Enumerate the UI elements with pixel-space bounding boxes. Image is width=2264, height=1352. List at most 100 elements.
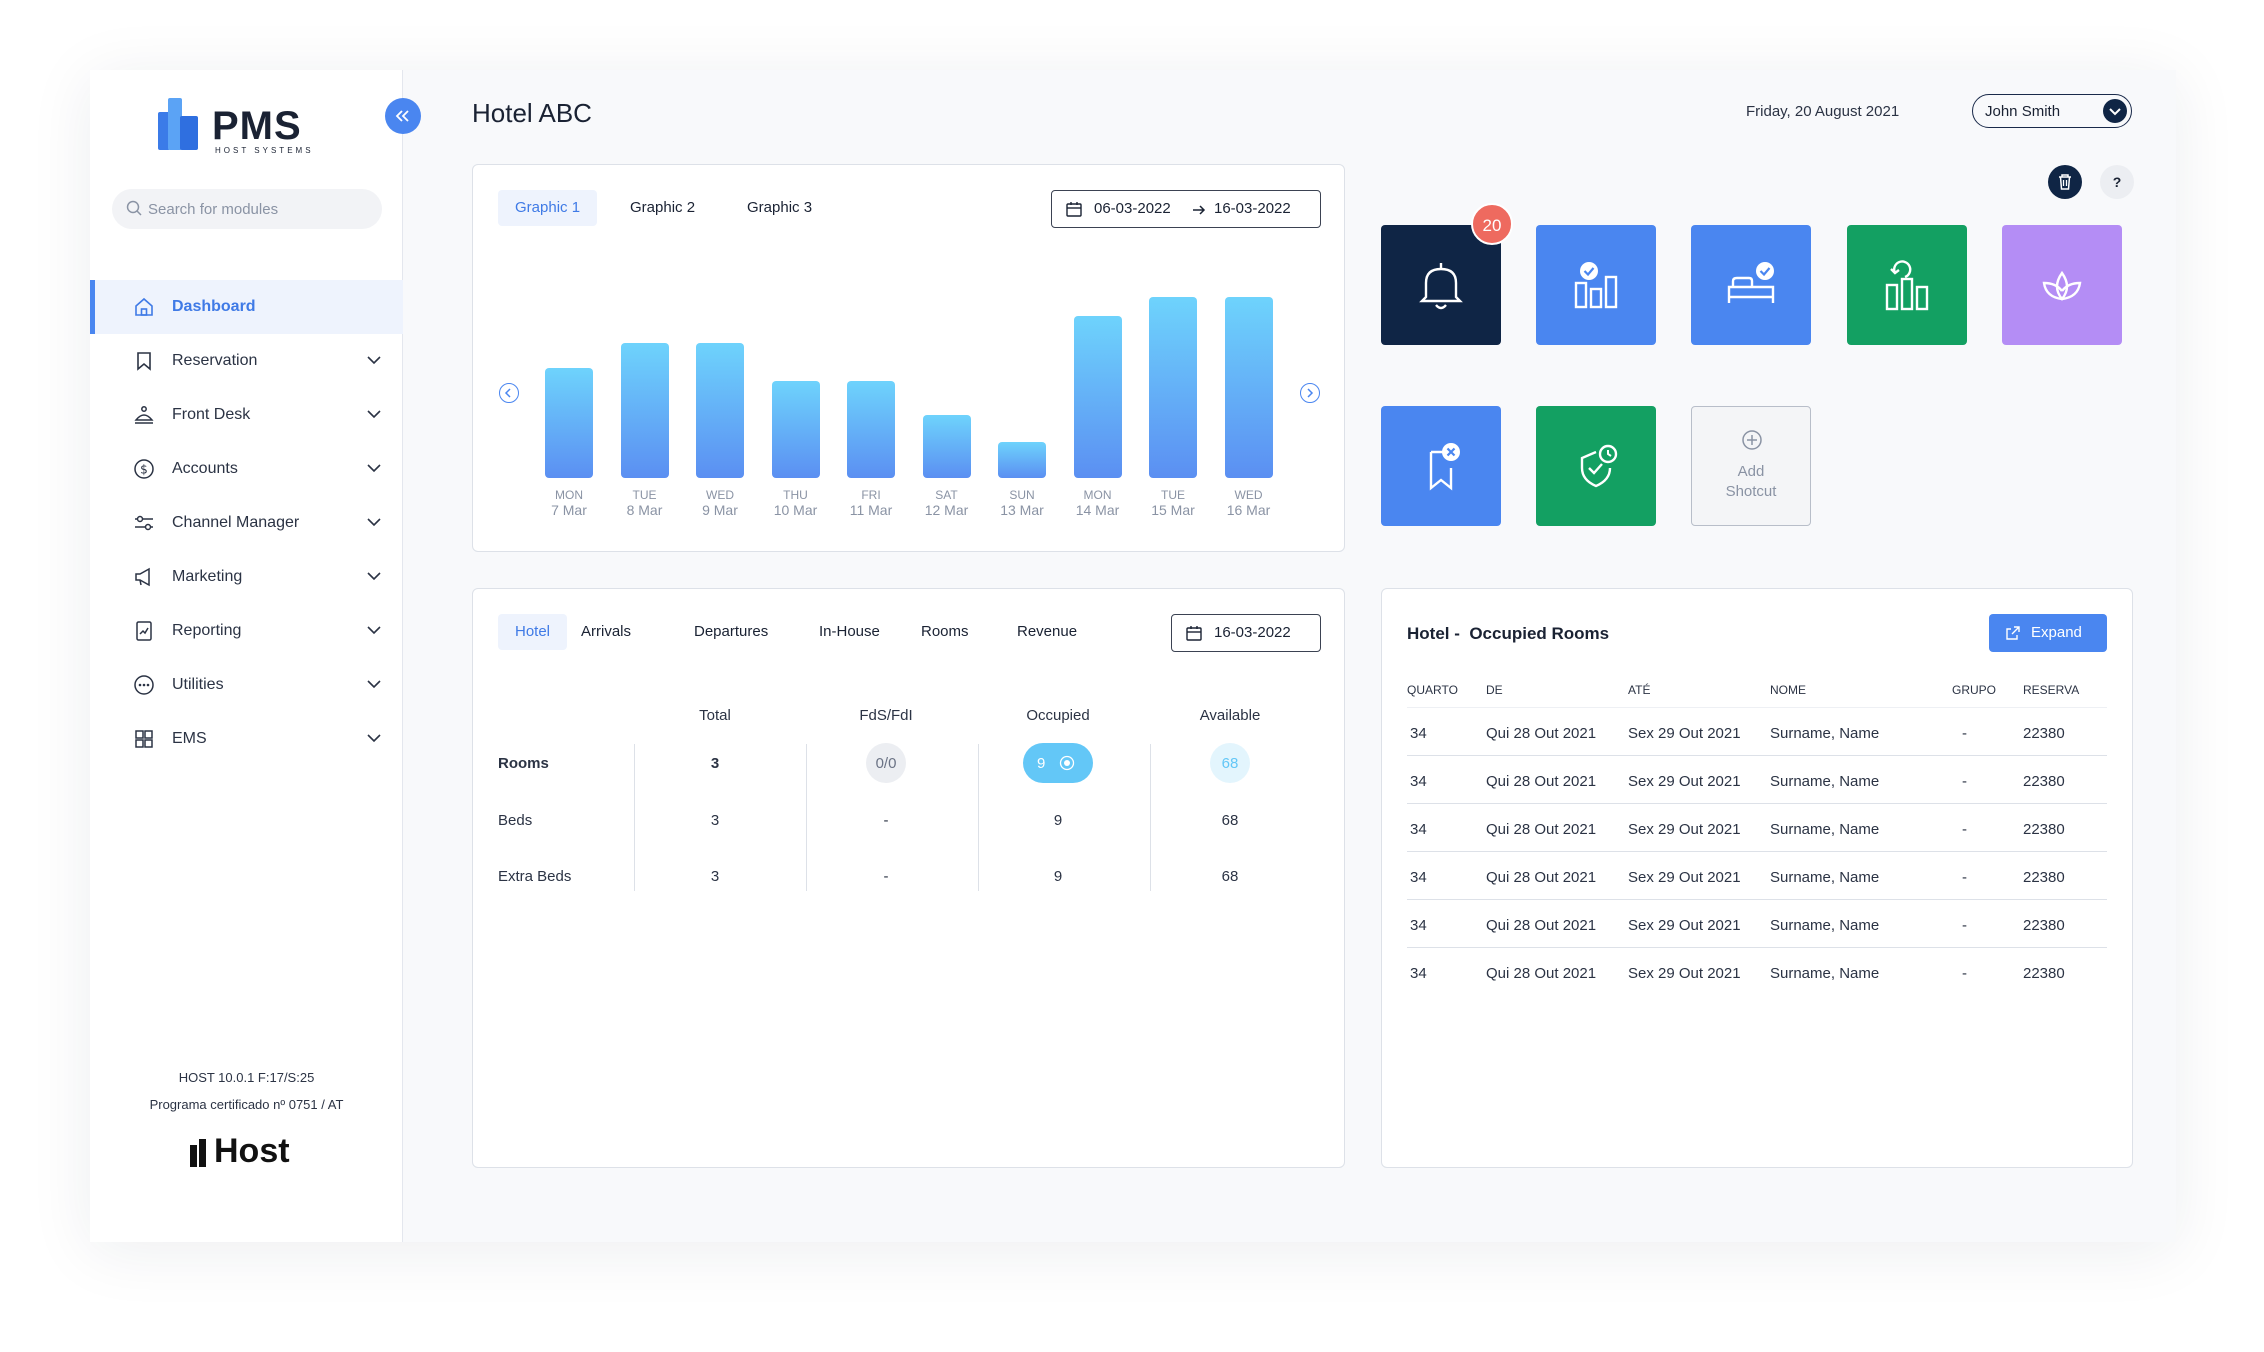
chart-bar[interactable] bbox=[1073, 316, 1122, 478]
table-cell: 22380 bbox=[2023, 869, 2065, 886]
chart-bar[interactable] bbox=[620, 343, 669, 478]
shortcut-statistics[interactable] bbox=[1847, 225, 1967, 345]
collapse-sidebar-button[interactable] bbox=[385, 98, 421, 134]
home-icon bbox=[132, 295, 156, 319]
search-input[interactable]: Search for modules bbox=[112, 189, 382, 229]
chevron-down-icon[interactable] bbox=[365, 459, 383, 477]
table-cell: - bbox=[1962, 773, 1967, 790]
chevron-down-icon[interactable] bbox=[365, 621, 383, 639]
chart-check-icon bbox=[1574, 262, 1618, 309]
chevron-left-icon bbox=[504, 388, 511, 398]
chevron-down-icon[interactable] bbox=[365, 513, 383, 531]
add-shortcut-button[interactable]: Add Shotcut bbox=[1691, 406, 1811, 526]
delete-shortcut-button[interactable] bbox=[2048, 165, 2082, 199]
rooms-occupied-pill[interactable]: 9 bbox=[1023, 743, 1093, 783]
shortcut-room-check[interactable] bbox=[1691, 225, 1811, 345]
beds-available: 68 bbox=[1221, 812, 1239, 829]
chevron-down-icon[interactable] bbox=[365, 405, 383, 423]
x-tick-date: 15 Mar bbox=[1151, 502, 1195, 518]
x-tick-label: MON 7 Mar bbox=[534, 488, 604, 518]
chart-bar[interactable] bbox=[998, 442, 1046, 478]
rooms-fds: 0/0 bbox=[875, 755, 897, 772]
chevron-down-icon[interactable] bbox=[365, 351, 383, 369]
help-button[interactable]: ? bbox=[2100, 165, 2134, 199]
tab-graphic-3[interactable]: Graphic 3 bbox=[747, 199, 813, 216]
chart-bar[interactable] bbox=[922, 415, 971, 478]
chart-bar[interactable] bbox=[1224, 297, 1273, 478]
tab-rooms[interactable]: Rooms bbox=[921, 623, 969, 640]
table-cell: 34 bbox=[1410, 725, 1427, 742]
plus-circle-icon bbox=[1742, 430, 1762, 450]
row-label-beds: Beds bbox=[498, 812, 533, 829]
user-menu[interactable]: John Smith bbox=[1972, 94, 2132, 128]
x-tick-label: TUE 8 Mar bbox=[610, 488, 680, 518]
table-cell: Qui 28 Out 2021 bbox=[1486, 965, 1597, 982]
tab-departures[interactable]: Departures bbox=[694, 623, 769, 640]
table-cell: 34 bbox=[1410, 917, 1427, 934]
dots-icon bbox=[132, 673, 156, 697]
rooms-available-pill[interactable]: 68 bbox=[1210, 743, 1250, 783]
shortcut-security[interactable] bbox=[1536, 406, 1656, 526]
table-cell: 22380 bbox=[2023, 821, 2065, 838]
rooms-fds-pill[interactable]: 0/0 bbox=[866, 743, 906, 783]
tab-graphic-1[interactable]: Graphic 1 bbox=[498, 190, 598, 226]
date-range-picker[interactable]: 06-03-2022 16-03-2022 bbox=[1051, 190, 1321, 228]
sidebar-item-accounts[interactable]: $ Accounts bbox=[90, 442, 403, 496]
expand-label: Expand bbox=[2031, 624, 2082, 641]
x-tick-label: SUN 13 Mar bbox=[987, 488, 1057, 518]
double-chevron-left-icon bbox=[395, 110, 409, 122]
chart-bar[interactable] bbox=[1149, 297, 1197, 478]
shortcut-spa[interactable] bbox=[2002, 225, 2122, 345]
table-cell: 34 bbox=[1410, 965, 1427, 982]
table-cell: Sex 29 Out 2021 bbox=[1628, 965, 1741, 982]
tab-arrivals[interactable]: Arrivals bbox=[581, 623, 632, 640]
chevron-down-icon[interactable] bbox=[365, 675, 383, 693]
sidebar-item-reservation[interactable]: Reservation bbox=[90, 334, 403, 388]
pms-logo[interactable]: PMS HOST SYSTEMS bbox=[158, 88, 311, 158]
chart-bar[interactable] bbox=[847, 381, 895, 478]
shortcut-reports-check[interactable] bbox=[1536, 225, 1656, 345]
tab-graphic-2[interactable]: Graphic 2 bbox=[630, 199, 696, 216]
sidebar-item-reporting[interactable]: Reporting bbox=[90, 604, 403, 658]
column-header: GRUPO bbox=[1952, 683, 1997, 697]
chart-bar[interactable] bbox=[545, 368, 593, 478]
column-header: DE bbox=[1486, 683, 1503, 697]
table-cell: 34 bbox=[1410, 869, 1427, 886]
sidebar-item-channel-manager[interactable]: Channel Manager bbox=[90, 496, 403, 550]
chart-prev-button[interactable] bbox=[499, 383, 519, 403]
shortcut-notifications[interactable] bbox=[1381, 225, 1501, 345]
row-label-rooms: Rooms bbox=[498, 755, 549, 772]
chevron-down-icon[interactable] bbox=[365, 567, 383, 585]
tab-hotel[interactable]: Hotel bbox=[498, 614, 568, 650]
table-cell: 22380 bbox=[2023, 725, 2065, 742]
sidebar-item-dashboard[interactable]: Dashboard bbox=[90, 280, 403, 334]
sidebar-item-ems[interactable]: EMS bbox=[90, 712, 403, 766]
shortcut-cancel-reservation[interactable] bbox=[1381, 406, 1501, 526]
sidebar-item-marketing[interactable]: Marketing bbox=[90, 550, 403, 604]
app-window: PMS HOST SYSTEMS Search for modules Dash… bbox=[90, 70, 2176, 1242]
table-cell: Sex 29 Out 2021 bbox=[1628, 821, 1741, 838]
grid-icon bbox=[132, 727, 156, 751]
chevron-right-icon bbox=[1307, 388, 1314, 398]
sidebar-item-utilities[interactable]: Utilities bbox=[90, 658, 403, 712]
chart-next-button[interactable] bbox=[1300, 383, 1320, 403]
row-label-extra-beds: Extra Beds bbox=[498, 868, 572, 885]
chevron-down-icon[interactable] bbox=[365, 729, 383, 747]
sidebar-item-label: Utilities bbox=[172, 676, 224, 693]
chart-bar[interactable] bbox=[696, 343, 744, 478]
user-dropdown-button[interactable] bbox=[2103, 99, 2127, 123]
table-cell: Sex 29 Out 2021 bbox=[1628, 773, 1741, 790]
sidebar-item-label: Marketing bbox=[172, 568, 243, 585]
date-picker[interactable]: 16-03-2022 bbox=[1171, 614, 1321, 652]
expand-button[interactable]: Expand bbox=[1989, 614, 2107, 652]
x-tick-day: WED bbox=[706, 488, 734, 502]
sidebar-item-front-desk[interactable]: Front Desk bbox=[90, 388, 403, 442]
x-tick-date: 13 Mar bbox=[1000, 502, 1044, 518]
table-cell: Qui 28 Out 2021 bbox=[1486, 869, 1597, 886]
sidebar-item-label: Accounts bbox=[172, 460, 238, 477]
x-tick-day: SUN bbox=[1009, 488, 1035, 502]
col-total: Total bbox=[699, 707, 731, 724]
tab-revenue[interactable]: Revenue bbox=[1017, 623, 1078, 640]
chart-bar[interactable] bbox=[771, 381, 820, 478]
tab-in-house[interactable]: In-House bbox=[819, 623, 880, 640]
